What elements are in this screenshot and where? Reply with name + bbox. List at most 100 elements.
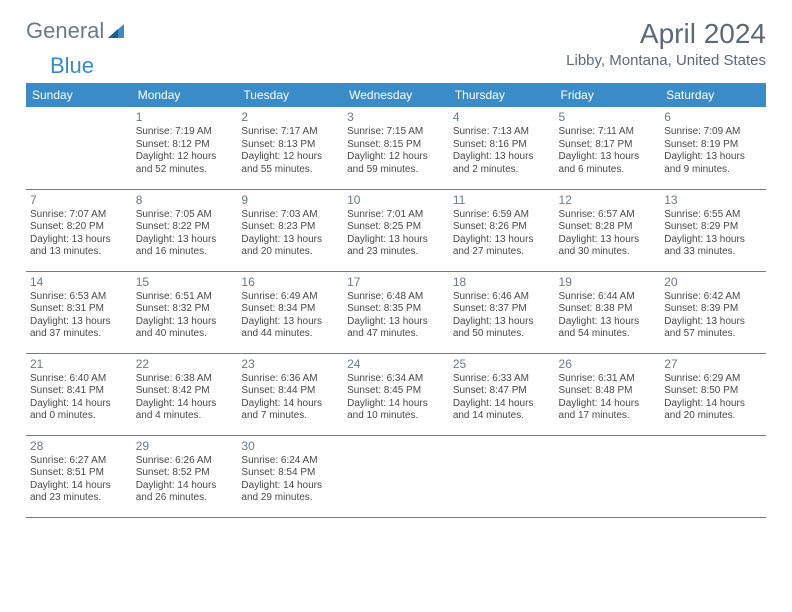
daylight-text: and 23 minutes.: [347, 246, 445, 259]
calendar-row: 1Sunrise: 7:19 AMSunset: 8:12 PMDaylight…: [26, 107, 766, 189]
calendar-cell: 23Sunrise: 6:36 AMSunset: 8:44 PMDayligh…: [237, 353, 343, 435]
daylight-text: and 20 minutes.: [664, 410, 762, 423]
sunrise-text: Sunrise: 6:48 AM: [347, 291, 445, 304]
day-number: 21: [30, 357, 128, 372]
calendar-cell: 24Sunrise: 6:34 AMSunset: 8:45 PMDayligh…: [343, 353, 449, 435]
logo-text-blue: Blue: [50, 53, 94, 79]
day-number: 8: [136, 193, 234, 208]
sunrise-text: Sunrise: 6:26 AM: [136, 455, 234, 468]
logo: General: [26, 18, 130, 44]
calendar-cell: 18Sunrise: 6:46 AMSunset: 8:37 PMDayligh…: [449, 271, 555, 353]
calendar-row: 21Sunrise: 6:40 AMSunset: 8:41 PMDayligh…: [26, 353, 766, 435]
sunrise-text: Sunrise: 6:36 AM: [241, 373, 339, 386]
daylight-text: Daylight: 13 hours: [30, 316, 128, 329]
sunrise-text: Sunrise: 7:01 AM: [347, 209, 445, 222]
calendar-row: 14Sunrise: 6:53 AMSunset: 8:31 PMDayligh…: [26, 271, 766, 353]
day-number: 29: [136, 439, 234, 454]
daylight-text: and 2 minutes.: [453, 164, 551, 177]
calendar-cell: 17Sunrise: 6:48 AMSunset: 8:35 PMDayligh…: [343, 271, 449, 353]
calendar-cell: 13Sunrise: 6:55 AMSunset: 8:29 PMDayligh…: [660, 189, 766, 271]
calendar-cell: 4Sunrise: 7:13 AMSunset: 8:16 PMDaylight…: [449, 107, 555, 189]
day-number: 2: [241, 110, 339, 125]
sunset-text: Sunset: 8:28 PM: [559, 221, 657, 234]
sunrise-text: Sunrise: 6:51 AM: [136, 291, 234, 304]
day-number: 3: [347, 110, 445, 125]
daylight-text: Daylight: 14 hours: [241, 480, 339, 493]
daylight-text: and 20 minutes.: [241, 246, 339, 259]
daylight-text: and 50 minutes.: [453, 328, 551, 341]
calendar-cell: 10Sunrise: 7:01 AMSunset: 8:25 PMDayligh…: [343, 189, 449, 271]
month-title: April 2024: [566, 18, 766, 50]
sunrise-text: Sunrise: 6:27 AM: [30, 455, 128, 468]
day-number: 7: [30, 193, 128, 208]
day-header-wed: Wednesday: [343, 83, 449, 107]
daylight-text: Daylight: 13 hours: [241, 316, 339, 329]
sunrise-text: Sunrise: 6:38 AM: [136, 373, 234, 386]
calendar-table: Sunday Monday Tuesday Wednesday Thursday…: [26, 83, 766, 518]
daylight-text: Daylight: 13 hours: [453, 316, 551, 329]
daylight-text: Daylight: 14 hours: [241, 398, 339, 411]
daylight-text: Daylight: 13 hours: [347, 316, 445, 329]
daylight-text: Daylight: 13 hours: [664, 151, 762, 164]
calendar-cell: 25Sunrise: 6:33 AMSunset: 8:47 PMDayligh…: [449, 353, 555, 435]
day-number: 28: [30, 439, 128, 454]
sunset-text: Sunset: 8:39 PM: [664, 303, 762, 316]
sunset-text: Sunset: 8:16 PM: [453, 139, 551, 152]
calendar-cell: [449, 435, 555, 517]
day-number: 6: [664, 110, 762, 125]
sunrise-text: Sunrise: 6:40 AM: [30, 373, 128, 386]
daylight-text: Daylight: 13 hours: [559, 151, 657, 164]
daylight-text: Daylight: 14 hours: [347, 398, 445, 411]
sunrise-text: Sunrise: 7:13 AM: [453, 126, 551, 139]
daylight-text: and 30 minutes.: [559, 246, 657, 259]
daylight-text: and 47 minutes.: [347, 328, 445, 341]
daylight-text: and 6 minutes.: [559, 164, 657, 177]
calendar-cell: 16Sunrise: 6:49 AMSunset: 8:34 PMDayligh…: [237, 271, 343, 353]
daylight-text: and 17 minutes.: [559, 410, 657, 423]
daylight-text: and 16 minutes.: [136, 246, 234, 259]
daylight-text: Daylight: 13 hours: [453, 151, 551, 164]
calendar-row: 7Sunrise: 7:07 AMSunset: 8:20 PMDaylight…: [26, 189, 766, 271]
calendar-cell: 6Sunrise: 7:09 AMSunset: 8:19 PMDaylight…: [660, 107, 766, 189]
daylight-text: and 40 minutes.: [136, 328, 234, 341]
sunrise-text: Sunrise: 7:05 AM: [136, 209, 234, 222]
sunrise-text: Sunrise: 7:07 AM: [30, 209, 128, 222]
calendar-cell: 12Sunrise: 6:57 AMSunset: 8:28 PMDayligh…: [555, 189, 661, 271]
sunrise-text: Sunrise: 6:34 AM: [347, 373, 445, 386]
sunset-text: Sunset: 8:47 PM: [453, 385, 551, 398]
day-number: 1: [136, 110, 234, 125]
sunset-text: Sunset: 8:44 PM: [241, 385, 339, 398]
daylight-text: Daylight: 13 hours: [30, 234, 128, 247]
calendar-cell: [26, 107, 132, 189]
daylight-text: and 7 minutes.: [241, 410, 339, 423]
day-number: 12: [559, 193, 657, 208]
day-header-fri: Friday: [555, 83, 661, 107]
daylight-text: Daylight: 13 hours: [136, 316, 234, 329]
calendar-cell: [660, 435, 766, 517]
title-block: April 2024 Libby, Montana, United States: [566, 18, 766, 69]
day-header-sat: Saturday: [660, 83, 766, 107]
calendar-cell: 5Sunrise: 7:11 AMSunset: 8:17 PMDaylight…: [555, 107, 661, 189]
daylight-text: and 26 minutes.: [136, 492, 234, 505]
day-number: 17: [347, 275, 445, 290]
day-header-mon: Monday: [132, 83, 238, 107]
daylight-text: Daylight: 14 hours: [664, 398, 762, 411]
day-number: 27: [664, 357, 762, 372]
day-number: 10: [347, 193, 445, 208]
day-number: 23: [241, 357, 339, 372]
daylight-text: Daylight: 13 hours: [241, 234, 339, 247]
daylight-text: and 33 minutes.: [664, 246, 762, 259]
sunset-text: Sunset: 8:32 PM: [136, 303, 234, 316]
calendar-cell: 8Sunrise: 7:05 AMSunset: 8:22 PMDaylight…: [132, 189, 238, 271]
calendar-cell: 1Sunrise: 7:19 AMSunset: 8:12 PMDaylight…: [132, 107, 238, 189]
daylight-text: Daylight: 14 hours: [453, 398, 551, 411]
sunset-text: Sunset: 8:48 PM: [559, 385, 657, 398]
sunset-text: Sunset: 8:42 PM: [136, 385, 234, 398]
sunrise-text: Sunrise: 7:17 AM: [241, 126, 339, 139]
sunrise-text: Sunrise: 6:55 AM: [664, 209, 762, 222]
daylight-text: and 14 minutes.: [453, 410, 551, 423]
calendar-cell: 21Sunrise: 6:40 AMSunset: 8:41 PMDayligh…: [26, 353, 132, 435]
day-number: 14: [30, 275, 128, 290]
calendar-cell: 11Sunrise: 6:59 AMSunset: 8:26 PMDayligh…: [449, 189, 555, 271]
sunrise-text: Sunrise: 6:24 AM: [241, 455, 339, 468]
